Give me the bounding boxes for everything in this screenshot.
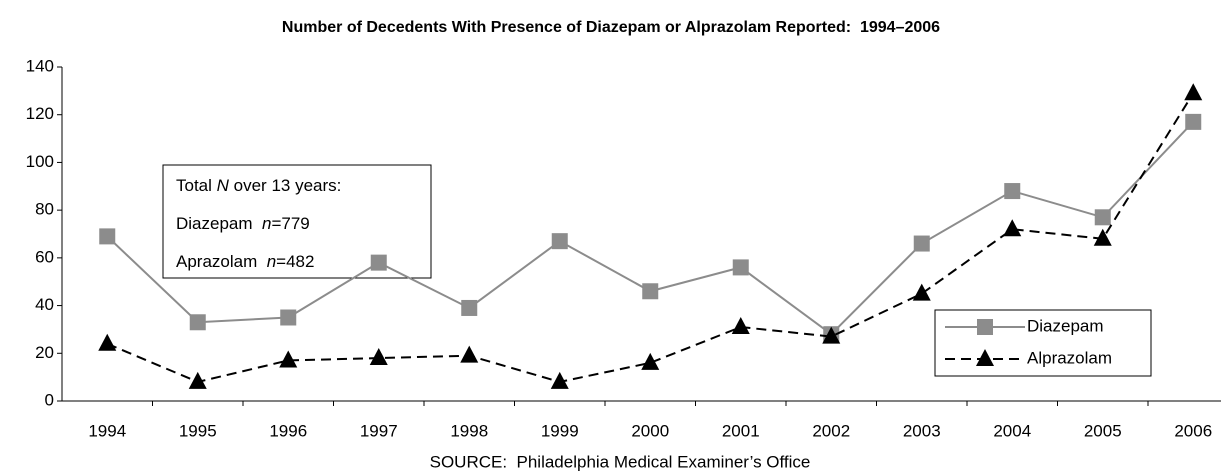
marker [369,348,388,366]
y-tick-label: 100 [26,152,54,171]
annotation-text: n [262,214,271,233]
marker [370,254,387,271]
x-tick-label: 2006 [1174,421,1212,440]
marker [279,350,298,368]
annotation-text: =779 [271,214,309,233]
marker [1093,228,1112,246]
marker [1004,183,1021,200]
x-tick-label: 1998 [450,421,488,440]
x-tick-label: 2000 [631,421,669,440]
x-tick-label: 2001 [722,421,760,440]
marker [1184,83,1203,101]
legend-box [934,309,1152,377]
y-tick-label: 140 [26,56,54,75]
legend-marker [977,319,993,335]
y-tick-label: 0 [45,390,54,409]
y-tick-label: 40 [35,295,54,314]
annotation-line: Diazepam n=779 [176,214,310,233]
legend-marker [976,349,994,366]
annotation: Total N over 13 years: Diazepam n=779 Ap… [176,176,341,271]
y-tick-label: 120 [26,104,54,123]
y-tick-label: 20 [35,343,54,362]
x-tick-label: 1999 [541,421,579,440]
x-tick-label: 2005 [1084,421,1122,440]
marker [1094,209,1111,226]
x-tick-label: 1995 [179,421,217,440]
y-tick-label: 80 [35,200,54,219]
source-note: SOURCE: Philadelphia Medical Examiner’s … [430,452,811,471]
marker [188,371,207,389]
x-tick-label: 1996 [269,421,307,440]
x-tick-label: 2003 [903,421,941,440]
annotation-text: Aprazolam [176,252,267,271]
marker [1185,113,1202,130]
annotation-text: =482 [276,252,314,271]
marker [98,333,117,351]
annotation-line: Total N over 13 years: [176,176,341,195]
annotation-text: Total [176,176,217,195]
legend-label: Diazepam [1027,316,1104,335]
x-tick-label: 2002 [812,421,850,440]
annotation-text: over 13 years: [229,176,341,195]
annotation-text: n [267,252,276,271]
marker [280,309,297,326]
marker [189,314,206,331]
marker [912,283,931,301]
x-tick-label: 2004 [993,421,1031,440]
marker [642,283,659,300]
x-tick-label: 1997 [360,421,398,440]
legend-label: Alprazolam [1027,348,1112,367]
marker [913,235,930,252]
marker [99,228,116,245]
annotation-text: Diazepam [176,214,262,233]
marker [461,299,478,316]
marker [460,345,479,363]
chart-title: Number of Decedents With Presence of Dia… [282,19,940,36]
marker [550,371,569,389]
x-tick-label: 1994 [88,421,126,440]
marker [551,233,568,250]
marker [641,352,660,370]
marker [731,317,750,335]
marker [822,326,841,344]
marker [732,259,749,276]
annotation-text: N [217,176,230,195]
marker [1003,219,1022,237]
annotation-line: Aprazolam n=482 [176,252,314,271]
y-tick-label: 60 [35,247,54,266]
